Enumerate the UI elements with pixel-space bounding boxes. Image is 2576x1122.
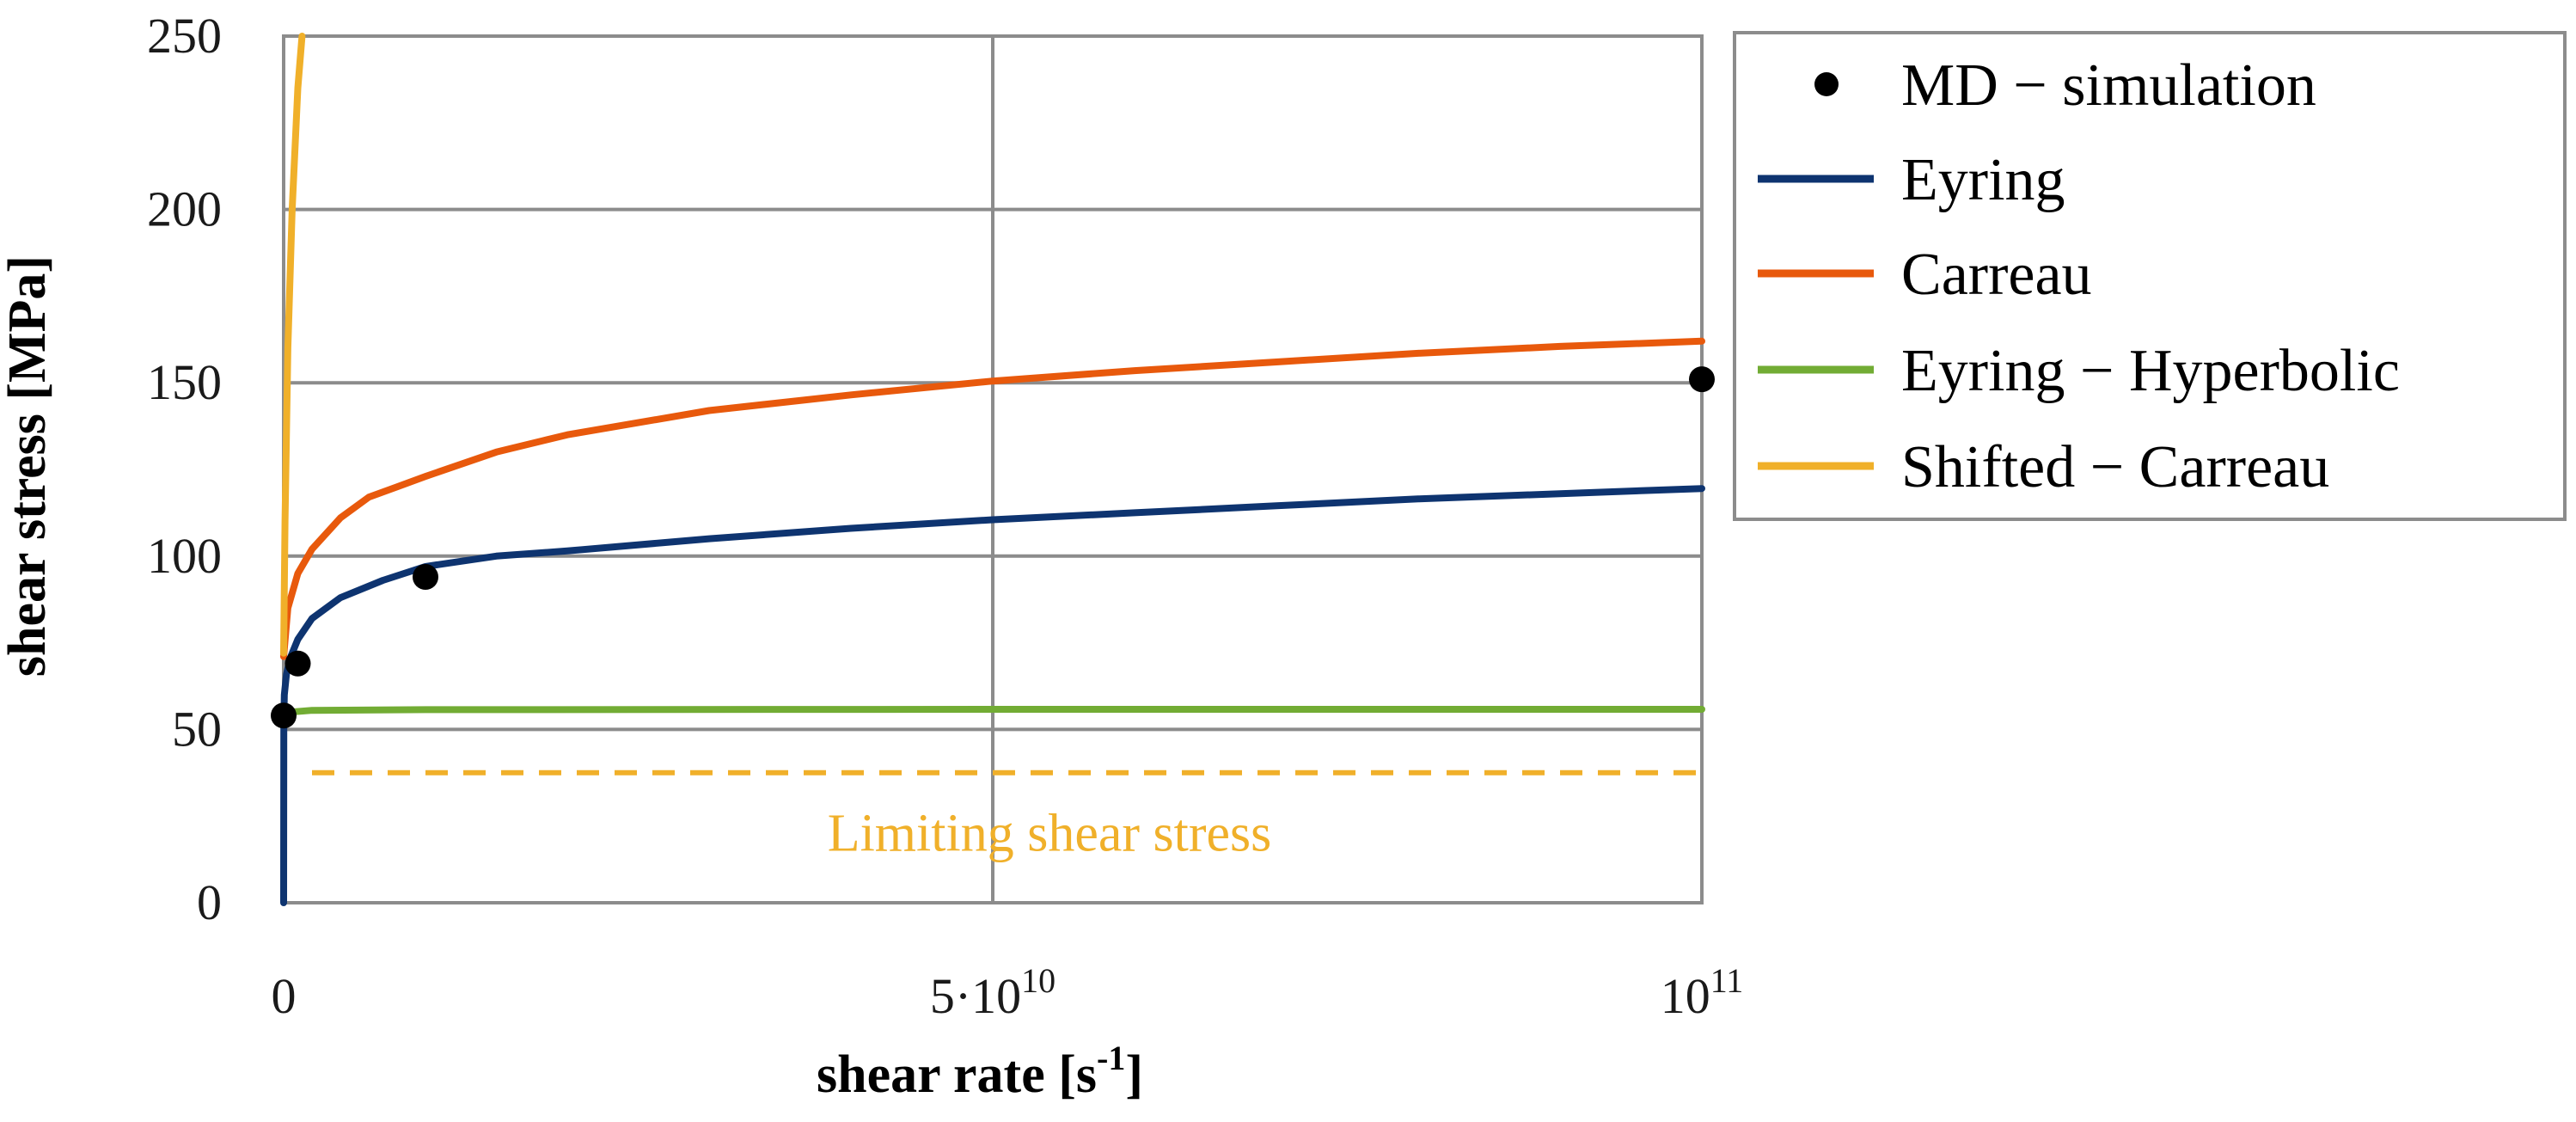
legend-label: Eyring <box>1901 147 2065 213</box>
series-line-carreau <box>280 337 1705 660</box>
legend-label: Eyring − Hyperbolic <box>1901 338 2400 404</box>
data-point-md-simulation <box>1689 366 1715 393</box>
y-tick-label: 50 <box>172 701 222 757</box>
x-axis-title: shear rate [s-1] <box>817 1039 1143 1104</box>
data-point-md-simulation <box>413 563 438 590</box>
legend-label: Carreau <box>1901 242 2092 308</box>
x-axis-title-end: ] <box>1125 1045 1143 1104</box>
x-tick-label: 0 <box>272 968 297 1024</box>
tick-labels: 0 50 100 150 200 250 0 5·1010 1011 <box>147 8 1743 1024</box>
legend-label: MD − simulation <box>1901 52 2316 119</box>
x-axis-title-main: shear rate [s <box>817 1045 1097 1104</box>
y-tick-label: 250 <box>147 8 222 64</box>
y-axis-title: shear stress [MPa] <box>0 255 57 677</box>
legend: MD − simulation Eyring Carreau Eyring − Hyp… <box>1733 31 2567 521</box>
data-point-md-simulation <box>271 702 297 729</box>
y-tick-label: 0 <box>197 874 222 930</box>
x-tick-label: 5·1010 <box>930 961 1055 1024</box>
series-line-shifted-carreau <box>280 33 306 657</box>
y-tick-label: 200 <box>147 181 222 237</box>
x-axis-title-superscript: -1 <box>1097 1039 1125 1077</box>
x-tick-label: 1011 <box>1661 961 1744 1024</box>
series-layer <box>271 33 1715 906</box>
y-tick-label: 150 <box>147 354 222 410</box>
legend-marker-dot <box>1814 72 1839 96</box>
y-tick-label: 100 <box>147 528 222 584</box>
legend-label: Shifted − Carreau <box>1901 434 2329 500</box>
annotation-limiting-shear-stress: Limiting shear stress <box>828 804 1272 862</box>
series-line-eyring <box>280 485 1705 906</box>
data-point-md-simulation <box>285 650 311 677</box>
